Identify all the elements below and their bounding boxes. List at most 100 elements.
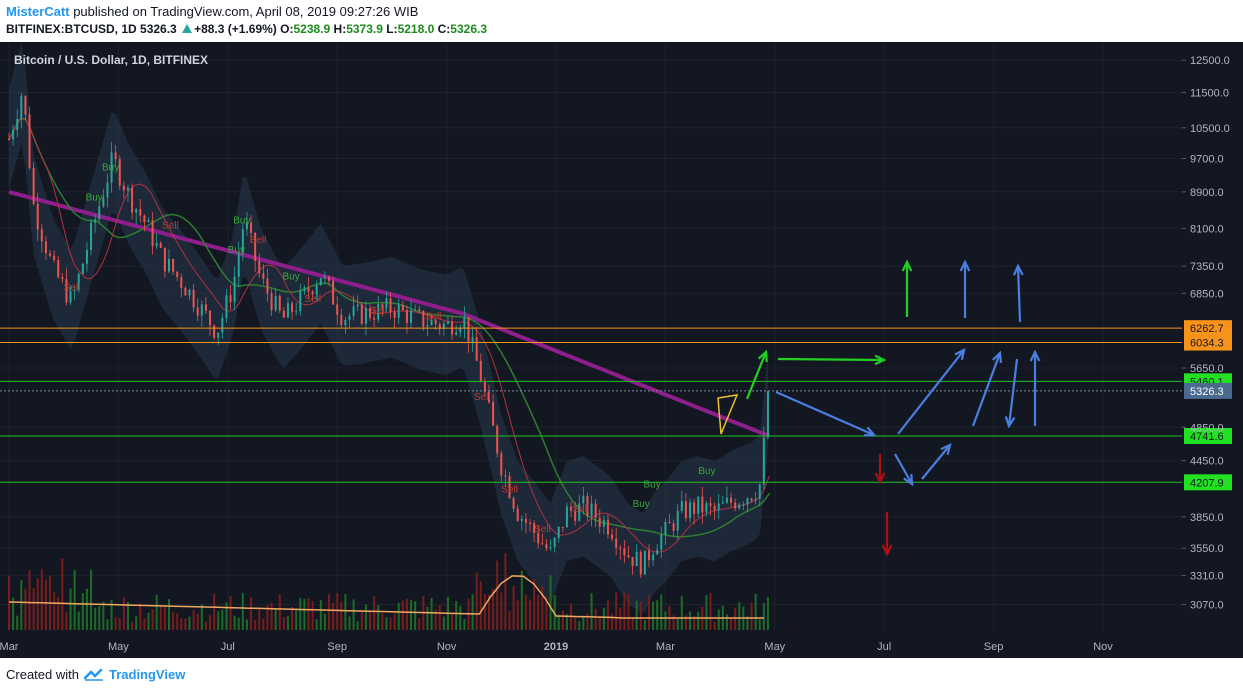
volume-bar xyxy=(167,599,170,630)
volume-bar xyxy=(623,592,626,630)
candle-body xyxy=(98,206,101,220)
candle-body xyxy=(762,437,765,485)
candle-body xyxy=(578,503,581,521)
x-tick-label: Jul xyxy=(221,641,235,653)
candle-body xyxy=(426,325,429,327)
candle-body xyxy=(455,332,458,335)
volume-bar xyxy=(340,601,343,630)
blue-arrow-up xyxy=(1012,263,1024,323)
volume-bar xyxy=(319,600,322,630)
volume-bar xyxy=(73,569,76,630)
blue-arrow-up xyxy=(1029,349,1041,426)
arrow-head xyxy=(881,544,893,557)
candle-body xyxy=(336,304,339,315)
y-tick-label: 11500.0 xyxy=(1190,88,1229,100)
volume-bar xyxy=(471,594,474,630)
candle-body xyxy=(262,273,265,279)
candle-body xyxy=(496,425,499,454)
y-tick-label: 8900.0 xyxy=(1190,187,1224,199)
y-tick-label: 4850.0 xyxy=(1190,422,1224,434)
red-arrow-down xyxy=(881,512,893,557)
volume-bar xyxy=(147,612,150,630)
volume-bar xyxy=(303,599,306,630)
candle-body xyxy=(303,287,306,291)
candle-body xyxy=(730,497,733,503)
volume-bar xyxy=(323,613,326,630)
volume-bar xyxy=(717,609,720,630)
volume-bar xyxy=(348,616,351,630)
volume-bar xyxy=(131,621,134,630)
x-tick-label: Sep xyxy=(984,641,1004,653)
level-tag-text: 4207.9 xyxy=(1190,477,1224,489)
arrow-shaft xyxy=(894,453,913,485)
candle-body xyxy=(102,197,105,207)
candle-body xyxy=(475,337,478,361)
candle-body xyxy=(623,548,626,556)
candle-body xyxy=(90,222,93,251)
candle-body xyxy=(369,308,372,318)
volume-bar xyxy=(143,618,146,630)
author-name[interactable]: MisterCatt xyxy=(6,4,70,19)
x-axis-labels: Mar May Jul Sep Nov 2019 Mar May Jul Sep Nov xyxy=(0,641,1113,653)
candle-body xyxy=(53,255,56,260)
volume-bar xyxy=(520,570,523,630)
sell-label: Sell xyxy=(425,312,442,323)
volume-bar xyxy=(221,609,224,630)
last-price-tag-text: 5326.3 xyxy=(1190,386,1224,398)
arrow-head xyxy=(940,443,952,455)
volume-bar xyxy=(606,600,609,630)
volume-bar xyxy=(278,594,281,630)
volume-bar xyxy=(237,617,240,630)
volume-bar xyxy=(110,600,113,630)
candle-body xyxy=(438,324,441,329)
candle-body xyxy=(713,505,716,511)
volume-bar xyxy=(172,611,175,630)
candle-body xyxy=(274,295,277,311)
volume-bar xyxy=(578,621,581,630)
candle-body xyxy=(430,319,433,326)
volume-bars xyxy=(8,553,769,630)
arrow-head xyxy=(757,349,768,363)
triangle-drawing xyxy=(717,394,739,435)
candle-body xyxy=(492,402,495,426)
volume-bar xyxy=(705,594,708,630)
candle-body xyxy=(639,551,642,575)
candle-body xyxy=(192,289,195,308)
open-value: 5238.9 xyxy=(293,22,331,36)
sell-label: Sell xyxy=(370,306,387,317)
y-tick-label: 4450.0 xyxy=(1190,456,1224,468)
volume-bar xyxy=(512,585,515,630)
arrow-head xyxy=(954,348,966,361)
candle-body xyxy=(135,209,138,213)
candle-body xyxy=(143,215,146,223)
candle-body xyxy=(250,222,253,233)
blue-arrow-up xyxy=(971,350,1003,427)
volume-bar xyxy=(204,621,207,630)
candle-body xyxy=(291,303,294,312)
blue-arrow-down xyxy=(775,390,877,437)
candle-body xyxy=(664,521,667,535)
candle-body xyxy=(529,522,532,524)
candle-body xyxy=(693,502,696,514)
volume-bar xyxy=(151,609,154,630)
volume-bar xyxy=(401,600,404,630)
tradingview-brand[interactable]: TradingView xyxy=(108,667,186,682)
volume-bar xyxy=(291,606,294,630)
buy-label: Buy xyxy=(698,466,715,477)
candle-body xyxy=(606,519,609,535)
arrow-shaft xyxy=(897,349,965,435)
projection-arrows xyxy=(717,259,1041,557)
candle-body xyxy=(16,119,19,131)
candle-body xyxy=(389,298,392,312)
volume-bar xyxy=(299,597,302,630)
volume-bar xyxy=(549,575,552,630)
volume-bar xyxy=(557,614,560,630)
candle-body xyxy=(237,252,240,277)
volume-bar xyxy=(442,616,445,630)
time-axis[interactable] xyxy=(0,630,1182,658)
candle-body xyxy=(709,503,712,506)
arrow-head xyxy=(874,354,887,366)
volume-bar xyxy=(389,617,392,630)
created-with-text: Created with xyxy=(6,667,79,682)
